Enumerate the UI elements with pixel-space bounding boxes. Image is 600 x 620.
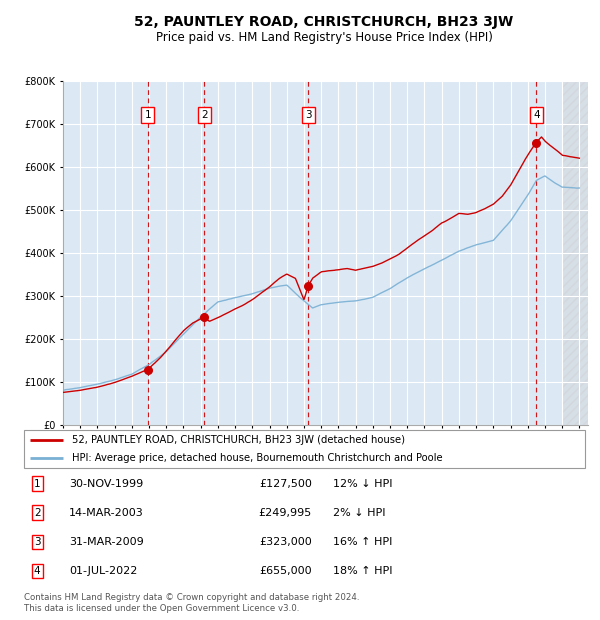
Text: 4: 4 bbox=[533, 110, 539, 120]
Text: 30-NOV-1999: 30-NOV-1999 bbox=[69, 479, 143, 489]
Text: 3: 3 bbox=[305, 110, 311, 120]
Text: £127,500: £127,500 bbox=[259, 479, 312, 489]
Text: HPI: Average price, detached house, Bournemouth Christchurch and Poole: HPI: Average price, detached house, Bour… bbox=[71, 453, 442, 463]
Text: Price paid vs. HM Land Registry's House Price Index (HPI): Price paid vs. HM Land Registry's House … bbox=[155, 31, 493, 43]
Text: 3: 3 bbox=[34, 537, 41, 547]
Bar bbox=[562, 81, 588, 425]
Text: 4: 4 bbox=[34, 566, 41, 576]
Text: 52, PAUNTLEY ROAD, CHRISTCHURCH, BH23 3JW: 52, PAUNTLEY ROAD, CHRISTCHURCH, BH23 3J… bbox=[134, 16, 514, 29]
FancyBboxPatch shape bbox=[24, 430, 585, 468]
Text: 01-JUL-2022: 01-JUL-2022 bbox=[69, 566, 137, 576]
Text: 2: 2 bbox=[34, 508, 41, 518]
Text: 18% ↑ HPI: 18% ↑ HPI bbox=[333, 566, 392, 576]
Text: 52, PAUNTLEY ROAD, CHRISTCHURCH, BH23 3JW (detached house): 52, PAUNTLEY ROAD, CHRISTCHURCH, BH23 3J… bbox=[71, 435, 404, 445]
Text: 1: 1 bbox=[145, 110, 151, 120]
Text: 12% ↓ HPI: 12% ↓ HPI bbox=[333, 479, 392, 489]
Text: £323,000: £323,000 bbox=[259, 537, 312, 547]
Text: £655,000: £655,000 bbox=[259, 566, 312, 576]
Text: 1: 1 bbox=[34, 479, 41, 489]
Text: 16% ↑ HPI: 16% ↑ HPI bbox=[333, 537, 392, 547]
Text: 2% ↓ HPI: 2% ↓ HPI bbox=[333, 508, 386, 518]
Text: 14-MAR-2003: 14-MAR-2003 bbox=[69, 508, 144, 518]
Bar bbox=[562, 81, 588, 425]
Text: 31-MAR-2009: 31-MAR-2009 bbox=[69, 537, 144, 547]
Text: This data is licensed under the Open Government Licence v3.0.: This data is licensed under the Open Gov… bbox=[24, 604, 299, 613]
Text: Contains HM Land Registry data © Crown copyright and database right 2024.: Contains HM Land Registry data © Crown c… bbox=[24, 593, 359, 602]
Text: 2: 2 bbox=[201, 110, 208, 120]
Text: £249,995: £249,995 bbox=[259, 508, 312, 518]
